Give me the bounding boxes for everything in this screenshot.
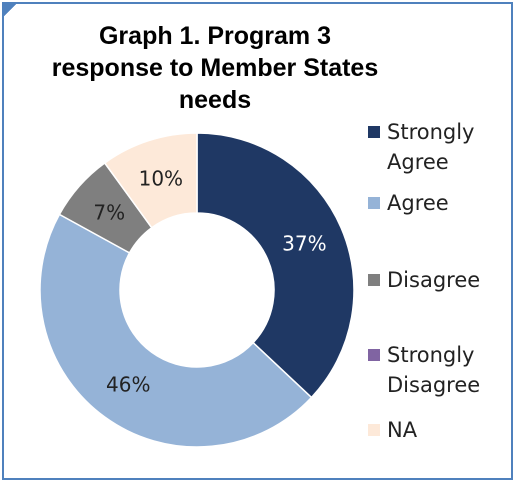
chart-title-line-3: needs <box>178 86 252 114</box>
data-label-agree: 46% <box>106 373 150 397</box>
data-label-na: 10% <box>139 167 183 191</box>
legend-swatch-disagree <box>368 274 380 286</box>
slice-strongly-agree <box>196 132 355 399</box>
data-label-disagree: 7% <box>93 201 125 225</box>
legend-swatch-strongly-disagree <box>368 349 380 361</box>
legend-swatch-na <box>368 424 380 436</box>
slice-agree <box>39 213 313 448</box>
data-label-strongly-agree: 37% <box>282 232 326 256</box>
legend-label-strongly-disagree: Strongly Disagree <box>387 343 481 397</box>
chart-title-line-2: response to Member States <box>51 54 379 82</box>
frame-corner-decoration <box>2 2 18 18</box>
legend-swatch-agree <box>368 197 380 209</box>
legend-label-agree: Agree <box>387 191 449 215</box>
legend-label-disagree: Disagree <box>387 268 481 292</box>
legend-swatch-strongly-agree <box>368 126 380 138</box>
legend-label-strongly-agree: Strongly Agree <box>387 120 475 174</box>
chart-title-line-1: Graph 1. Program 3 <box>98 22 332 50</box>
legend-label-na: NA <box>387 418 418 442</box>
chart-title: Graph 1. Program 3 response to Member St… <box>20 20 410 116</box>
slice-na <box>103 132 198 229</box>
